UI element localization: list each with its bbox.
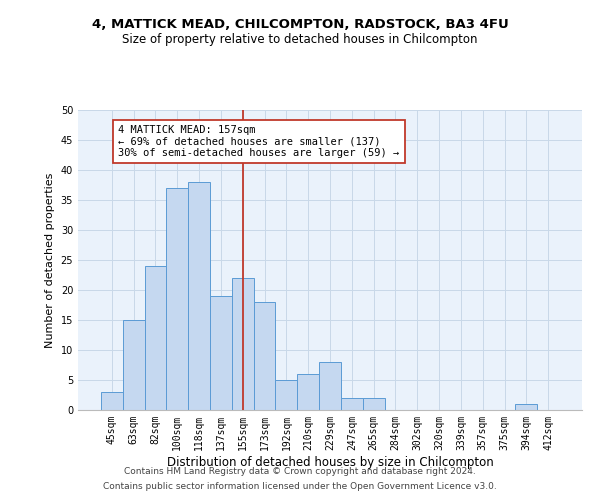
Text: 4 MATTICK MEAD: 157sqm
← 69% of detached houses are smaller (137)
30% of semi-de: 4 MATTICK MEAD: 157sqm ← 69% of detached… <box>118 125 400 158</box>
Bar <box>232 278 254 410</box>
Bar <box>297 374 319 410</box>
Bar <box>210 296 232 410</box>
Text: Size of property relative to detached houses in Chilcompton: Size of property relative to detached ho… <box>122 32 478 46</box>
Text: 4, MATTICK MEAD, CHILCOMPTON, RADSTOCK, BA3 4FU: 4, MATTICK MEAD, CHILCOMPTON, RADSTOCK, … <box>92 18 508 30</box>
X-axis label: Distribution of detached houses by size in Chilcompton: Distribution of detached houses by size … <box>167 456 493 468</box>
Bar <box>363 398 385 410</box>
Text: Contains HM Land Registry data © Crown copyright and database right 2024.: Contains HM Land Registry data © Crown c… <box>124 467 476 476</box>
Bar <box>341 398 363 410</box>
Bar <box>515 404 537 410</box>
Bar <box>188 182 210 410</box>
Bar <box>275 380 297 410</box>
Text: Contains public sector information licensed under the Open Government Licence v3: Contains public sector information licen… <box>103 482 497 491</box>
Bar <box>166 188 188 410</box>
Y-axis label: Number of detached properties: Number of detached properties <box>45 172 55 348</box>
Bar <box>319 362 341 410</box>
Bar <box>123 320 145 410</box>
Bar <box>145 266 166 410</box>
Bar <box>101 392 123 410</box>
Bar <box>254 302 275 410</box>
